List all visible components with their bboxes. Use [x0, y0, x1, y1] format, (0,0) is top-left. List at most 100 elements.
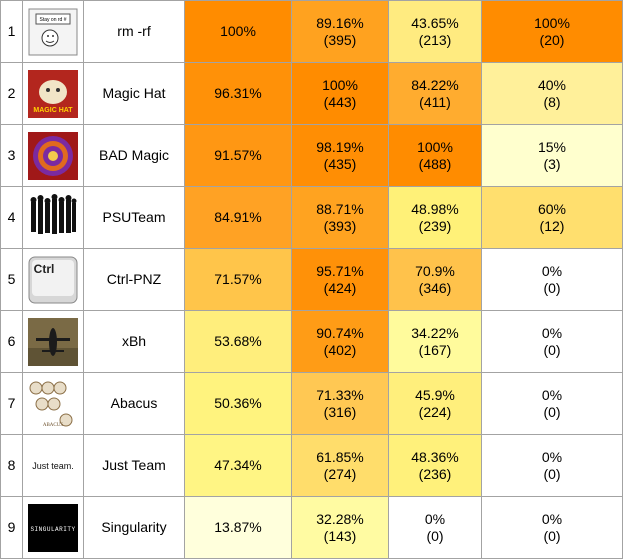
c4-percent: 0%	[482, 449, 622, 466]
rank-cell: 6	[1, 311, 23, 373]
logo-cell	[23, 125, 84, 187]
c3-percent: 100%	[389, 139, 481, 156]
c4-percent: 0%	[482, 325, 622, 342]
team-name: Singularity	[101, 519, 166, 535]
c4-cell: 15% (3)	[482, 125, 623, 187]
c3-count: (213)	[389, 32, 481, 49]
rank-cell: 3	[1, 125, 23, 187]
team-name-cell: Abacus	[84, 373, 185, 435]
c3-percent: 0%	[389, 511, 481, 528]
c4-count: (8)	[482, 94, 622, 111]
c3-cell: 43.65% (213)	[389, 1, 482, 63]
c3-percent: 48.98%	[389, 201, 481, 218]
c3-cell: 0% (0)	[389, 497, 482, 559]
team-name-cell: rm -rf	[84, 1, 185, 63]
table-row: 9 SINGULARITY Singularity 13.87% 32.28% (143)…	[1, 497, 623, 559]
c2-cell: 100% (443)	[292, 63, 389, 125]
c3-count: (0)	[389, 528, 481, 545]
overall-score: 96.31%	[214, 85, 261, 101]
c2-count: (443)	[292, 94, 388, 111]
c4-percent: 0%	[482, 263, 622, 280]
logo-text: MAGIC HAT	[33, 107, 73, 114]
c2-percent: 89.16%	[292, 15, 388, 32]
team-name: xBh	[122, 333, 146, 349]
c2-cell: 89.16% (395)	[292, 1, 389, 63]
overall-score-cell: 84.91%	[185, 187, 292, 249]
c4-percent: 0%	[482, 511, 622, 528]
rank-cell: 1	[1, 1, 23, 63]
overall-score: 84.91%	[214, 209, 261, 225]
logo-text: Stay on rd #	[40, 17, 67, 23]
c2-cell: 71.33% (316)	[292, 373, 389, 435]
table-row: 1 Stay on rd # rm -rf 100% 89.16% (395) 43.65%…	[1, 1, 623, 63]
logo-cell: ABACUS	[23, 373, 84, 435]
c2-percent: 90.74%	[292, 325, 388, 342]
rm-rf-logo: Stay on rd #	[28, 8, 78, 56]
team-name-cell: Magic Hat	[84, 63, 185, 125]
c3-cell: 70.9% (346)	[389, 249, 482, 311]
c3-cell: 34.22% (167)	[389, 311, 482, 373]
team-name-cell: BAD Magic	[84, 125, 185, 187]
c2-count: (316)	[292, 404, 388, 421]
overall-score-cell: 13.87%	[185, 497, 292, 559]
c4-percent: 100%	[482, 15, 622, 32]
logo-text: Just team.	[32, 461, 74, 471]
team-name: Magic Hat	[102, 85, 165, 101]
table-row: 4 PSUTeam 84.91% 88.71% (393) 48.98% (239) 60%(…	[1, 187, 623, 249]
c3-cell: 45.9% (224)	[389, 373, 482, 435]
logo-cell	[23, 311, 84, 373]
rank-number: 8	[8, 457, 16, 473]
logo-cell	[23, 187, 84, 249]
c3-cell: 100% (488)	[389, 125, 482, 187]
c3-cell: 84.22% (411)	[389, 63, 482, 125]
c2-percent: 88.71%	[292, 201, 388, 218]
c4-count: (0)	[482, 404, 622, 421]
c4-count: (3)	[482, 156, 622, 173]
c2-percent: 61.85%	[292, 449, 388, 466]
c4-cell: 60% (12)	[482, 187, 623, 249]
c4-count: (0)	[482, 342, 622, 359]
table-row: 7 ABACUS Abacus 50.36% 71.33% (316) 45.9% (224)…	[1, 373, 623, 435]
logo-text: Ctrl	[34, 262, 55, 276]
c4-percent: 15%	[482, 139, 622, 156]
c3-count: (224)	[389, 404, 481, 421]
rank-number: 7	[8, 395, 16, 411]
c4-cell: 0% (0)	[482, 373, 623, 435]
c2-cell: 98.19% (435)	[292, 125, 389, 187]
c3-count: (167)	[389, 342, 481, 359]
overall-score: 53.68%	[214, 333, 261, 349]
overall-score-cell: 100%	[185, 1, 292, 63]
ctrl-pnz-logo: Ctrl	[28, 256, 78, 304]
rank-cell: 7	[1, 373, 23, 435]
overall-score-cell: 50.36%	[185, 373, 292, 435]
c2-cell: 32.28% (143)	[292, 497, 389, 559]
c2-percent: 100%	[292, 77, 388, 94]
c2-count: (402)	[292, 342, 388, 359]
rank-number: 2	[8, 85, 16, 101]
rank-number: 9	[8, 519, 16, 535]
c3-percent: 45.9%	[389, 387, 481, 404]
c3-cell: 48.98% (239)	[389, 187, 482, 249]
c4-count: (0)	[482, 466, 622, 483]
logo-cell: MAGIC HAT	[23, 63, 84, 125]
team-name-cell: PSUTeam	[84, 187, 185, 249]
team-name: PSUTeam	[102, 209, 165, 225]
rank-cell: 8	[1, 435, 23, 497]
team-name: rm -rf	[117, 23, 150, 39]
team-name-cell: Singularity	[84, 497, 185, 559]
overall-score-cell: 47.34%	[185, 435, 292, 497]
overall-score-cell: 91.57%	[185, 125, 292, 187]
rank-number: 3	[8, 147, 16, 163]
rank-cell: 9	[1, 497, 23, 559]
logo-cell: SINGULARITY	[23, 497, 84, 559]
c4-cell: 0% (0)	[482, 497, 623, 559]
overall-score: 100%	[220, 23, 256, 39]
overall-score-cell: 96.31%	[185, 63, 292, 125]
c2-count: (393)	[292, 218, 388, 235]
just-team-logo: Just team.	[28, 442, 78, 490]
table-row: 3 BAD Magic 91.57% 98.19% (435) 100% (488) 15%(…	[1, 125, 623, 187]
xbh-logo	[28, 318, 78, 366]
overall-score: 47.34%	[214, 457, 261, 473]
singularity-logo: SINGULARITY	[28, 504, 78, 552]
